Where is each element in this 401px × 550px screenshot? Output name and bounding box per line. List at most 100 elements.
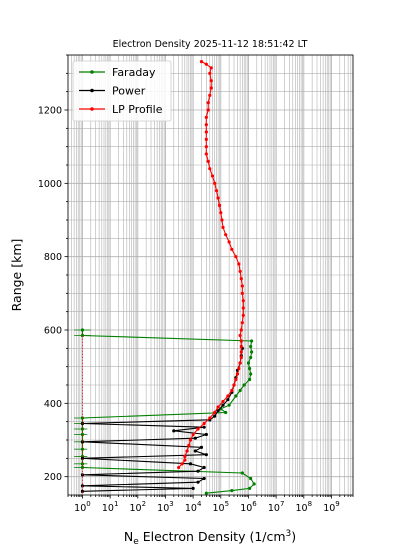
power-point [191,486,195,490]
plot-area: 100 101 102 103 104 105 106 107 108 1092004006008… [38,54,354,514]
legend-label-faraday: Faraday [112,66,156,79]
lp-profile-point [185,449,189,453]
faraday-point [249,344,253,349]
x-axis-label-superscript: 3 [286,529,292,539]
lp-profile-point [204,130,208,134]
x-tick-label-exponent: 8 [308,500,312,508]
x-tick-label-exponent: 6 [252,500,257,508]
x-tick-label: 109 [323,500,340,514]
legend-marker-lp-profile [90,107,94,111]
lp-profile-point [210,174,215,178]
faraday-series [74,328,256,495]
faraday-point [234,394,238,398]
power-point [226,398,230,402]
lp-profile-point [240,291,244,295]
lp-profile-point [180,462,184,466]
x-axis-label-text: Electron Density (1/cm [139,529,286,544]
x-tick-label-base: 10 [102,503,114,514]
lp-profile-point [241,313,245,317]
power-point [204,453,208,457]
x-tick-label-base: 10 [185,503,197,514]
faraday-point [240,471,244,475]
legend: Faraday Power LP Profile [72,60,172,122]
axis-ticks: 100 101 102 103 104 105 106 107 108 1092004006008… [38,54,354,514]
lp-profile-point [208,416,212,420]
lp-profile-point [206,108,210,112]
faraday-point [224,410,228,415]
x-axis-label-main: N [124,529,133,544]
power-point [221,403,225,407]
faraday-point [242,383,246,387]
faraday-point [80,447,85,451]
lp-profile-point [226,394,230,398]
x-tick-label-exponent: 9 [335,500,339,508]
lp-profile-series [177,60,245,470]
x-tick-label-base: 10 [157,503,169,514]
faraday-point [230,489,234,493]
x-tick-label: 100 [74,500,91,514]
x-tick-label: 105 [213,500,230,514]
lp-profile-point [232,383,236,387]
y-tick-label: 200 [44,472,62,483]
lp-profile-point [219,211,223,215]
lp-profile-point [209,86,213,90]
lp-profile-point [227,240,231,244]
lp-profile-point [237,262,241,266]
power-point [80,489,85,493]
x-tick-label: 101 [102,500,119,514]
lp-profile-point [239,339,243,343]
lp-profile-point [206,101,210,105]
faraday-point [80,333,85,338]
power-point [216,409,220,413]
power-point [204,432,208,437]
power-point [172,429,176,433]
faraday-point [250,350,254,354]
lp-profile-point [240,321,244,325]
lp-profile-point [199,60,204,64]
faraday-point [80,462,85,466]
lp-profile-point [213,410,217,415]
faraday-point [249,372,253,376]
power-point [188,462,193,466]
lp-profile-point [238,361,242,365]
x-tick-label: 104 [185,500,202,514]
lp-profile-point [230,247,234,251]
x-tick-label-exponent: 3 [169,500,173,508]
power-point [202,465,206,470]
x-tick-label-base: 10 [213,503,225,514]
x-tick-label-base: 10 [130,503,142,514]
faraday-point [250,339,254,343]
lp-profile-point [202,421,206,426]
lp-profile-point [239,350,243,354]
chart-title: Electron Density 2025-11-12 18:51:42 LT [113,39,308,50]
legend-label-power: Power [112,85,146,98]
lp-profile-point [208,93,212,97]
faraday-point [227,403,231,407]
legend-label-lp-profile: LP Profile [112,103,163,116]
legend-marker-faraday [90,70,94,74]
lp-profile-point [191,432,195,437]
power-point [196,469,200,473]
legend-item-lp-profile: LP Profile [79,103,163,116]
lp-profile-point [209,79,213,83]
lp-profile-point [208,167,212,171]
x-axis-label-subscript: e [133,537,139,547]
faraday-point [248,486,252,490]
lp-profile-point [235,372,240,376]
x-tick-label-exponent: 0 [86,500,90,508]
x-tick-label: 102 [130,500,147,514]
x-tick-label-base: 10 [268,503,280,514]
x-tick-label-exponent: 2 [142,500,146,508]
lp-profile-point [234,255,238,259]
faraday-point [249,476,253,481]
x-tick-label-base: 10 [74,503,86,514]
lp-profile-point [224,233,228,237]
x-tick-label: 106 [240,500,257,514]
x-tick-label: 103 [157,500,174,514]
lp-profile-point [216,196,220,200]
faraday-point [80,432,85,437]
y-tick-label: 1000 [38,179,62,190]
lp-profile-point [209,66,213,70]
y-tick-label: 600 [44,326,62,337]
power-point [199,445,204,449]
